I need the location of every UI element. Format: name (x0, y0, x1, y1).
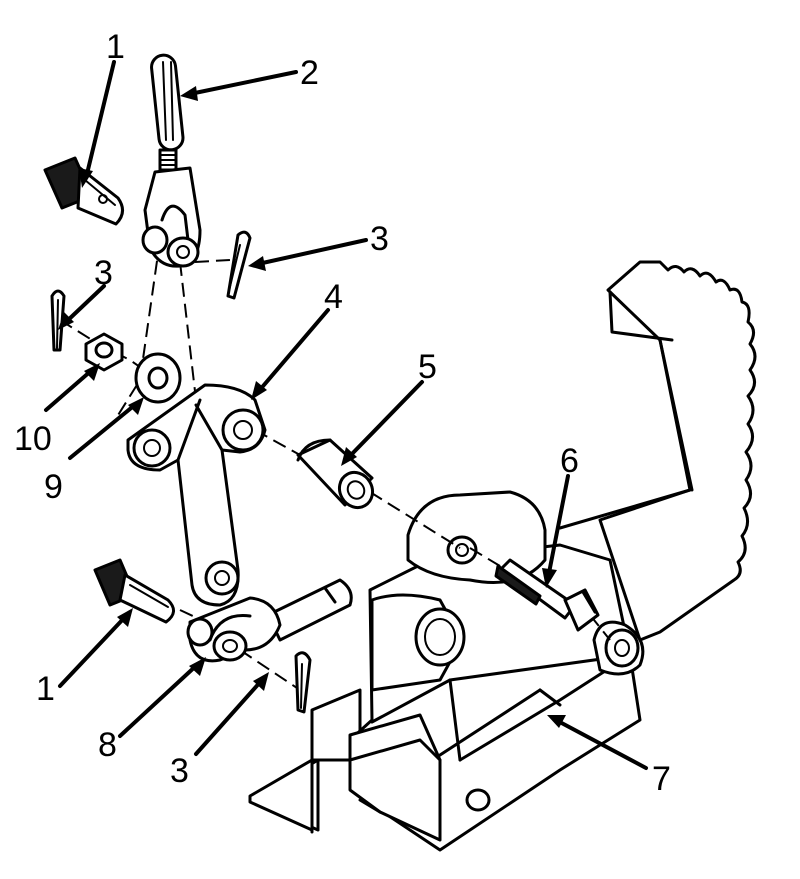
cotter-pin-top-right (226, 230, 252, 300)
bolt-bottom (93, 558, 175, 624)
callout-6: 6 (560, 442, 579, 480)
callout-labels: 1 2 3 3 4 10 9 5 6 1 8 3 7 (14, 28, 671, 798)
callout-1-bottom: 1 (36, 670, 55, 708)
callout-2: 2 (300, 54, 319, 92)
cotter-pin-left (50, 289, 66, 352)
clevis-rod (141, 53, 202, 268)
leader-lines (44, 60, 648, 770)
bolt-right (494, 558, 600, 632)
callout-3-top-right: 3 (370, 220, 389, 258)
callout-7: 7 (652, 760, 671, 798)
nut (84, 332, 124, 372)
callout-3-bottom: 3 (170, 752, 189, 790)
cotter-pin-bottom (294, 651, 312, 714)
callout-1-top: 1 (106, 28, 125, 66)
callout-9: 9 (44, 468, 63, 506)
callout-8: 8 (98, 726, 117, 764)
rod-end-clevis (186, 578, 353, 663)
washer (134, 352, 182, 404)
bushing (296, 438, 375, 510)
callout-5: 5 (418, 348, 437, 386)
bolt-top (43, 156, 124, 226)
bellcrank-lever (126, 383, 267, 607)
mounting-bracket (248, 260, 757, 852)
callout-3-left: 3 (94, 254, 113, 292)
callout-10: 10 (14, 420, 52, 458)
callout-4: 4 (324, 278, 343, 316)
